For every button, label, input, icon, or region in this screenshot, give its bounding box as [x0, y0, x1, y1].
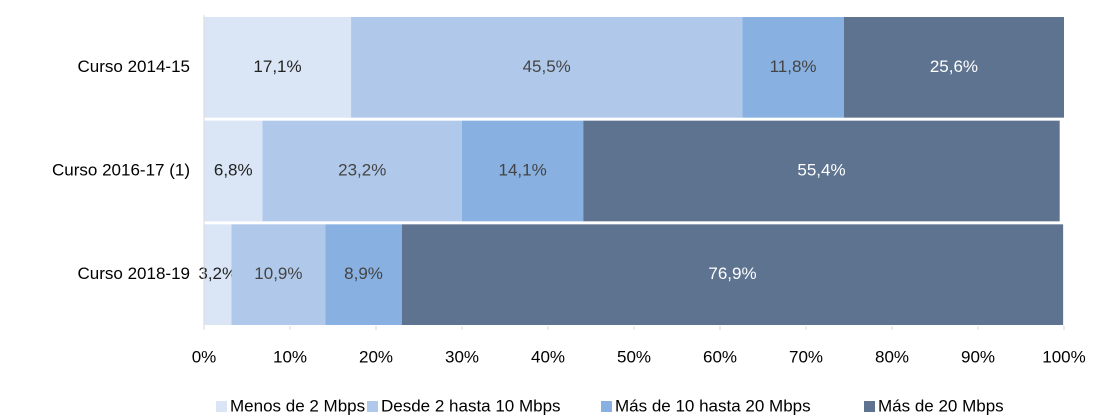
bar-segment	[462, 120, 584, 222]
bar-segment	[204, 224, 232, 325]
bar-segment	[262, 120, 462, 222]
value-label: 6,8%	[214, 160, 253, 179]
bar-segment	[742, 17, 844, 118]
x-tick-label: 40%	[531, 347, 565, 366]
x-tick-label: 80%	[875, 347, 909, 366]
x-tick-label: 20%	[359, 347, 393, 366]
x-tick-label: 50%	[617, 347, 651, 366]
category-label: Curso 2018-19	[78, 264, 190, 283]
legend-label: Menos de 2 Mbps	[230, 396, 365, 415]
value-label: 25,6%	[930, 57, 978, 76]
value-label: 8,9%	[344, 264, 383, 283]
value-label: 55,4%	[797, 160, 845, 179]
category-label: Curso 2016-17 (1)	[52, 160, 190, 179]
legend-label: Más de 20 Mbps	[878, 396, 1004, 415]
legend-label: Desde 2 hasta 10 Mbps	[381, 396, 561, 415]
x-tick-label: 70%	[789, 347, 823, 366]
value-label: 14,1%	[499, 160, 547, 179]
x-tick-label: 30%	[445, 347, 479, 366]
value-label: 3,2%	[198, 264, 237, 283]
legend-swatch	[864, 401, 875, 412]
x-tick-label: 100%	[1042, 347, 1085, 366]
legend-swatch	[216, 401, 227, 412]
x-tick-label: 60%	[703, 347, 737, 366]
bar-segment	[231, 224, 326, 325]
value-label: 45,5%	[523, 57, 571, 76]
bar-segment	[351, 17, 743, 118]
category-label: Curso 2014-15	[78, 57, 190, 76]
bar-segment	[204, 17, 352, 118]
x-tick-label: 10%	[273, 347, 307, 366]
legend-swatch	[601, 401, 612, 412]
bar-segment	[204, 120, 263, 222]
x-tick-label: 90%	[961, 347, 995, 366]
value-label: 23,2%	[338, 160, 386, 179]
legend-swatch	[367, 401, 378, 412]
bar-segment	[401, 224, 1064, 325]
x-tick-label: 0%	[192, 347, 217, 366]
value-label: 10,9%	[254, 264, 302, 283]
value-label: 11,8%	[770, 57, 817, 76]
value-label: 17,1%	[253, 57, 301, 76]
legend-label: Más de 10 hasta 20 Mbps	[615, 396, 811, 415]
bar-segment	[843, 17, 1064, 118]
bar-segment	[325, 224, 402, 325]
bar-segment	[583, 120, 1060, 222]
value-label: 76,9%	[708, 264, 756, 283]
